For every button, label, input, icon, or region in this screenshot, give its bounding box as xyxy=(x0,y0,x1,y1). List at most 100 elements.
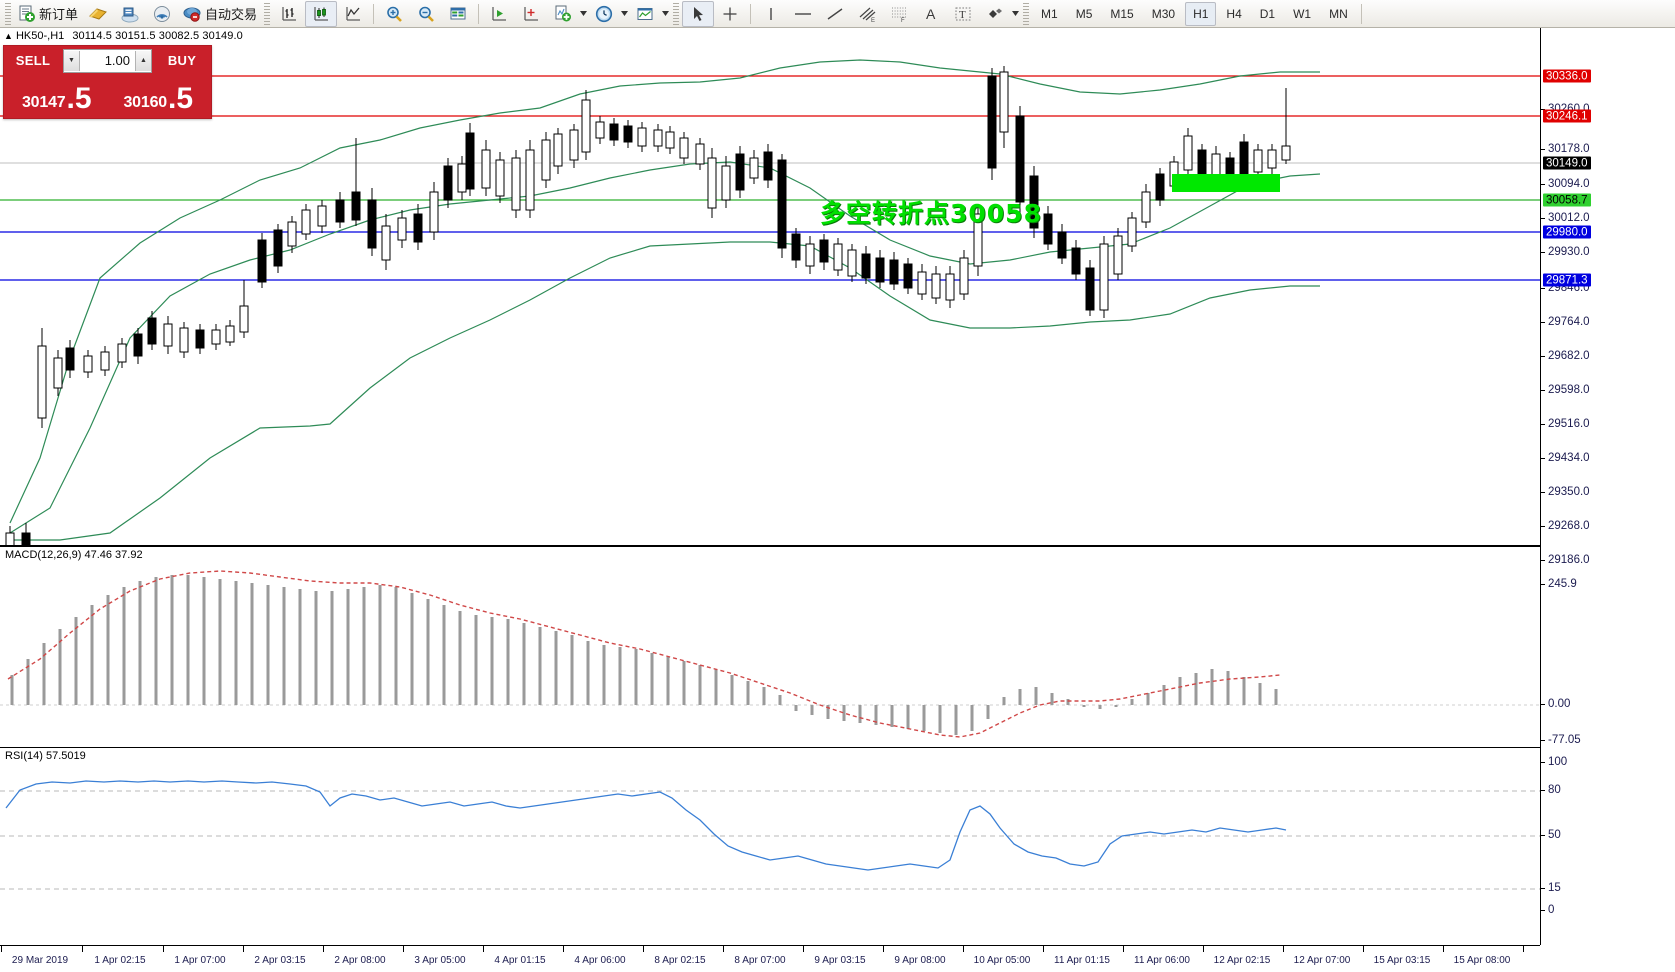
data-window-icon-button[interactable] xyxy=(114,1,146,27)
toolbar-grip[interactable] xyxy=(5,2,11,25)
scale-tick xyxy=(1541,288,1545,289)
macd-chart-svg xyxy=(0,570,1540,738)
svg-text:T: T xyxy=(959,9,966,21)
time-label: 1 Apr 02:15 xyxy=(94,955,146,966)
scale-tag-30336[interactable]: 30336.0 xyxy=(1543,69,1591,83)
market-watch-icon-button[interactable] xyxy=(442,1,474,27)
timeframe-m15[interactable]: M15 xyxy=(1110,6,1134,21)
sell-button[interactable]: SELL xyxy=(15,53,51,68)
auto-scroll-icon-button[interactable] xyxy=(515,1,547,27)
trade-panel-top-row: SELL ▼ 1.00 ▲ BUY xyxy=(4,46,211,73)
autotrading-button[interactable]: 自动交易 xyxy=(178,1,261,27)
rsi-scale-value: 80 xyxy=(1548,784,1561,796)
toolbar-separator-1 xyxy=(373,3,375,24)
rsi-scale-value: 100 xyxy=(1548,756,1568,768)
trendline-icon-button[interactable] xyxy=(819,1,851,27)
zoom-in-icon-button[interactable] xyxy=(378,1,410,27)
templates-dropdown-arrow[interactable] xyxy=(661,3,670,25)
horizontal-line-icon-button[interactable] xyxy=(787,1,819,27)
toolbar-grip-4[interactable] xyxy=(1023,2,1030,25)
buy-price[interactable]: 30160 .5 xyxy=(109,74,209,115)
templates-icon-button[interactable] xyxy=(82,1,114,27)
signals-icon-button[interactable] xyxy=(146,1,178,27)
macd-histogram xyxy=(10,575,1278,735)
rsi-scale-tick xyxy=(1541,910,1545,911)
scale-value: 29186.0 xyxy=(1548,554,1590,566)
candlestick-chart-icon-button[interactable] xyxy=(305,0,338,27)
scale-tag-30246[interactable]: 30246.1 xyxy=(1543,109,1591,123)
volume-value[interactable]: 1.00 xyxy=(104,53,130,68)
sell-price-integer: 30147 xyxy=(21,94,66,111)
scale-tag-29871[interactable]: 29871.3 xyxy=(1543,273,1591,287)
vertical-line-icon-button[interactable] xyxy=(755,1,787,27)
indicators-icon-button[interactable] xyxy=(547,1,579,27)
time-label: 29 Mar 2019 xyxy=(11,955,69,966)
time-label: 9 Apr 08:00 xyxy=(894,955,946,966)
time-label: 8 Apr 02:15 xyxy=(654,955,706,966)
chart-shift-icon-button[interactable] xyxy=(483,1,515,27)
scale-tag-current-price[interactable]: 30149.0 xyxy=(1543,156,1591,170)
one-click-trading-panel[interactable]: SELL ▼ 1.00 ▲ BUY 30147 .5 30160 .5 xyxy=(3,45,212,119)
volume-down-arrow[interactable]: ▼ xyxy=(64,50,80,71)
scale-value: 29764.0 xyxy=(1548,316,1590,328)
crosshair-icon-button[interactable] xyxy=(714,1,746,27)
scale-tag-29980[interactable]: 29980.0 xyxy=(1543,225,1591,239)
cursor-icon-button[interactable] xyxy=(682,0,715,27)
chart-annotation-text: 多空转折点30058 xyxy=(820,199,1042,228)
templates-dropdown-icon-button[interactable] xyxy=(629,1,661,27)
rsi-pane[interactable]: RSI(14) 57.5019 xyxy=(0,747,1540,946)
volume-up-arrow[interactable]: ▲ xyxy=(135,50,151,71)
rsi-scale-tick xyxy=(1541,835,1545,836)
timeframe-d1[interactable]: D1 xyxy=(1259,6,1276,21)
bar-chart-icon-button[interactable] xyxy=(273,1,305,27)
scale-value: 29516.0 xyxy=(1548,418,1590,430)
equidistant-channel-icon-button[interactable]: E xyxy=(851,1,883,27)
timeframe-h1[interactable]: H1 xyxy=(1185,1,1217,26)
macd-pane[interactable]: MACD(12,26,9) 47.46 37.92 xyxy=(0,546,1540,748)
timeframe-m1[interactable]: M1 xyxy=(1041,6,1058,21)
objects-dropdown-arrow[interactable] xyxy=(1011,3,1020,25)
zoom-out-icon-button[interactable] xyxy=(410,1,442,27)
scale-value: 30094.0 xyxy=(1548,178,1590,190)
price-chart-svg xyxy=(0,59,1540,545)
new-order-button[interactable]: 新订单 xyxy=(14,1,82,27)
indicators-dropdown-arrow[interactable] xyxy=(579,3,588,25)
timeframe-mn[interactable]: MN xyxy=(1329,6,1348,21)
collapse-triangle-icon[interactable]: ▲ xyxy=(4,31,13,41)
time-label: 8 Apr 07:00 xyxy=(734,955,786,966)
scale-tick xyxy=(1541,390,1545,391)
scale-value: 29930.0 xyxy=(1548,246,1590,258)
scale-tag-30058[interactable]: 30058.7 xyxy=(1543,193,1591,207)
scale-value: 29682.0 xyxy=(1548,350,1590,362)
new-order-label: 新订单 xyxy=(39,7,79,22)
buy-button[interactable]: BUY xyxy=(167,53,197,68)
periods-dropdown-arrow[interactable] xyxy=(620,3,629,25)
time-label: 2 Apr 03:15 xyxy=(254,955,306,966)
rsi-scale-value: 0 xyxy=(1548,904,1555,916)
price-pane[interactable]: 多空转折点30058 xyxy=(0,28,1540,546)
periods-icon-button[interactable] xyxy=(588,1,620,27)
timeframe-m30[interactable]: M30 xyxy=(1151,6,1176,21)
rsi-scale-tick xyxy=(1541,762,1545,763)
timeframe-m5[interactable]: M5 xyxy=(1075,6,1093,21)
fibonacci-icon-button[interactable]: F xyxy=(883,1,915,27)
chart-area[interactable]: 多空转折点30058 ▲ HK50-,H1 30114.5 30151.5 30… xyxy=(0,28,1675,972)
text-icon-button[interactable]: A xyxy=(915,1,947,27)
time-axis[interactable]: 29 Mar 2019 1 Apr 02:15 1 Apr 07:00 2 Ap… xyxy=(0,945,1540,972)
price-scale[interactable]: 30260.0 30178.0 30094.0 30012.0 29930.0 … xyxy=(1540,28,1675,945)
time-label: 11 Apr 06:00 xyxy=(1134,955,1190,966)
moving-average-line xyxy=(9,161,1321,534)
sell-price[interactable]: 30147 .5 xyxy=(7,74,107,115)
text-label-icon-button[interactable]: T xyxy=(947,1,979,27)
volume-stepper[interactable]: ▼ 1.00 ▲ xyxy=(63,48,152,73)
timeframe-h4[interactable]: H4 xyxy=(1226,6,1242,21)
toolbar-separator-2 xyxy=(478,3,480,24)
toolbar-grip-2[interactable] xyxy=(264,2,271,25)
line-chart-icon-button[interactable] xyxy=(337,1,369,27)
timeframe-w1[interactable]: W1 xyxy=(1293,6,1312,21)
objects-icon-button[interactable] xyxy=(979,1,1011,27)
autotrading-label: 自动交易 xyxy=(205,7,258,22)
main-toolbar: 新订单 自动交易 xyxy=(0,0,1675,28)
toolbar-grip-3[interactable] xyxy=(673,2,680,25)
macd-scale-value: 0.00 xyxy=(1548,698,1571,710)
